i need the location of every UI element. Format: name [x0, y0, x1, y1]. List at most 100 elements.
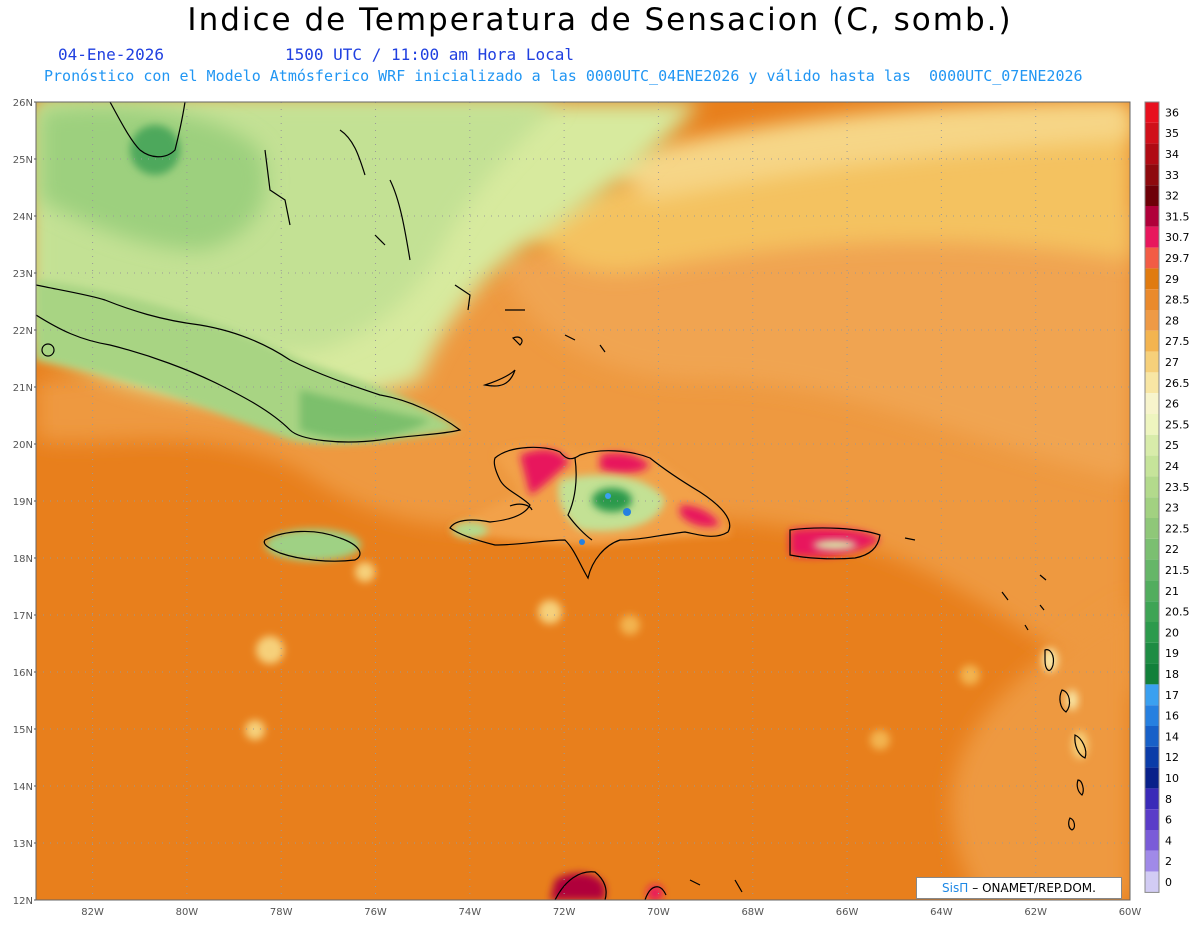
legend-swatch — [1145, 393, 1159, 414]
lon-tick-label: 64W — [930, 907, 953, 918]
legend-swatch — [1145, 871, 1159, 893]
legend-label: 28.5 — [1165, 294, 1190, 307]
legend-label: 33 — [1165, 169, 1179, 182]
lat-tick-label: 23N — [13, 269, 33, 280]
legend-label: 27.5 — [1165, 335, 1190, 348]
legend-swatch — [1145, 684, 1159, 706]
lat-tick-label: 17N — [13, 611, 33, 622]
legend-frame — [1144, 101, 1160, 893]
lon-tick-label: 82W — [81, 907, 104, 918]
legend-label: 17 — [1165, 689, 1179, 702]
legend-swatch — [1145, 850, 1159, 872]
lat-tick-label: 24N — [13, 212, 33, 223]
legend-swatch — [1145, 767, 1159, 789]
legend-label: 22.5 — [1165, 522, 1190, 535]
lat-tick-label: 13N — [13, 839, 33, 850]
legend-swatch — [1145, 642, 1159, 664]
legend-swatch — [1145, 226, 1159, 248]
lat-tick-label: 22N — [13, 326, 33, 337]
legend-swatch — [1145, 580, 1159, 602]
credit-box: SisΠ – ONAMET/REP.DOM. — [916, 877, 1122, 899]
legend-swatch — [1145, 372, 1159, 394]
legend-label: 25 — [1165, 439, 1179, 452]
lat-tick-label: 26N — [13, 98, 33, 109]
legend-label: 29.7 — [1165, 252, 1190, 265]
lat-tick-label: 20N — [13, 440, 33, 451]
legend-label: 10 — [1165, 772, 1179, 785]
legend-label: 19 — [1165, 647, 1179, 660]
lat-tick-label: 14N — [13, 782, 33, 793]
legend-swatch — [1145, 788, 1159, 810]
model-description: Pronóstico con el Modelo Atmósferico WRF… — [44, 67, 1083, 85]
lon-tick-label: 70W — [647, 907, 670, 918]
legend-label: 6 — [1165, 814, 1172, 827]
latitude-axis: 26N 25N 24N 23N 22N 21N 20N 19N 18N 17N 16N 15N 14N 1… — [13, 98, 36, 907]
legend-swatch — [1145, 434, 1159, 456]
legend-swatch — [1145, 746, 1159, 768]
legend-label: 29 — [1165, 273, 1179, 286]
forecast-date: 04-Ene-2026 — [58, 45, 164, 64]
lat-tick-label: 12N — [13, 896, 33, 907]
legend-swatch — [1145, 247, 1159, 269]
legend-label: 35 — [1165, 127, 1179, 140]
legend-swatch — [1145, 497, 1159, 518]
legend-label: 21.5 — [1165, 564, 1190, 577]
lon-tick-label: 62W — [1024, 907, 1047, 918]
legend-swatch — [1145, 663, 1159, 685]
legend-label: 4 — [1165, 834, 1172, 847]
legend-swatch — [1145, 289, 1159, 310]
lon-tick-label: 60W — [1119, 907, 1142, 918]
legend-swatch — [1145, 518, 1159, 539]
lat-tick-label: 21N — [13, 383, 33, 394]
legend-label: 23 — [1165, 502, 1179, 515]
legend-label: 23.5 — [1165, 481, 1190, 494]
credit-brand: SisΠ — [942, 881, 969, 895]
map-panel: 26N 25N 24N 23N 22N 21N 20N 19N 18N 17N 16N 15N 14N 1… — [13, 98, 1190, 918]
legend-label: 20 — [1165, 626, 1179, 639]
coastlines — [36, 102, 1087, 900]
legend-label: 0 — [1165, 876, 1172, 889]
temperature-field — [36, 102, 1130, 900]
legend-label: 20.5 — [1165, 606, 1190, 619]
legend-swatch — [1145, 122, 1159, 144]
lon-tick-label: 74W — [459, 907, 482, 918]
legend-swatch — [1145, 455, 1159, 477]
legend-label: 34 — [1165, 148, 1179, 161]
longitude-axis: 82W 80W 78W 76W 74W 72W 70W 68W 66W 64W 62W 60W — [81, 907, 1141, 918]
lat-tick-label: 18N — [13, 554, 33, 565]
legend-label: 32 — [1165, 190, 1179, 203]
credit-organization: – ONAMET/REP.DOM. — [972, 881, 1096, 895]
legend-label: 30.7 — [1165, 231, 1190, 244]
legend-label: 26 — [1165, 398, 1179, 411]
legend-label: 31.5 — [1165, 210, 1190, 223]
legend-label: 8 — [1165, 793, 1172, 806]
legend-swatch — [1145, 414, 1159, 435]
legend-label: 18 — [1165, 668, 1179, 681]
legend-swatch — [1145, 726, 1159, 747]
legend-label: 28 — [1165, 314, 1179, 327]
lon-tick-label: 68W — [741, 907, 764, 918]
color-legend: 363534333231.530.729.72928.52827.52726.5… — [1144, 101, 1190, 893]
legend-swatch — [1145, 268, 1159, 290]
map-title: Indice de Temperatura de Sensacion (C, s… — [187, 2, 1013, 38]
legend-label: 22 — [1165, 543, 1179, 556]
legend-swatch — [1145, 351, 1159, 373]
lat-tick-label: 25N — [13, 155, 33, 166]
legend-label: 24 — [1165, 460, 1179, 473]
legend-swatch — [1145, 330, 1159, 352]
legend-swatch — [1145, 143, 1159, 165]
lat-tick-label: 15N — [13, 725, 33, 736]
lon-tick-label: 80W — [176, 907, 199, 918]
legend-label: 26.5 — [1165, 377, 1190, 390]
legend-swatch — [1145, 705, 1159, 726]
legend-swatch — [1145, 310, 1159, 331]
legend-swatch — [1145, 622, 1159, 643]
legend-label: 2 — [1165, 855, 1172, 868]
legend-label: 21 — [1165, 585, 1179, 598]
legend-swatch — [1145, 538, 1159, 560]
legend-swatch — [1145, 164, 1159, 186]
legend-swatch — [1145, 809, 1159, 830]
lat-tick-label: 16N — [13, 668, 33, 679]
lon-tick-label: 76W — [364, 907, 387, 918]
legend-swatch — [1145, 476, 1159, 498]
